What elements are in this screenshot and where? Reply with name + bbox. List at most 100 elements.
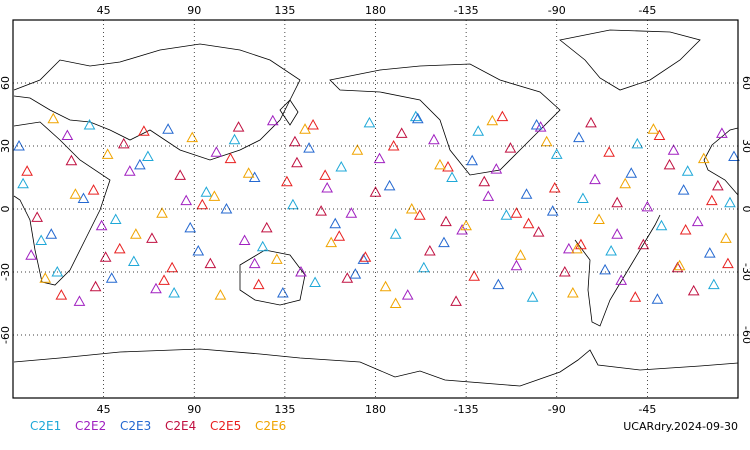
observation-marker <box>712 179 724 191</box>
observation-marker <box>724 196 736 208</box>
observation-marker <box>550 148 563 159</box>
observation-marker <box>349 268 362 279</box>
observation-marker <box>373 152 386 164</box>
observation-marker <box>65 154 78 166</box>
observation-marker <box>101 148 114 159</box>
observation-marker <box>468 270 481 281</box>
observation-marker <box>603 146 615 157</box>
observation-marker <box>210 146 223 157</box>
legend-label: C2E3 <box>120 419 151 433</box>
observation-marker <box>546 205 559 216</box>
observation-marker <box>345 207 358 218</box>
observation-marker <box>127 255 140 266</box>
observation-marker <box>679 223 692 235</box>
observation-marker <box>21 165 33 176</box>
observation-marker <box>77 192 90 203</box>
observation-marker <box>95 219 108 231</box>
x-tick-label-top: -90 <box>548 4 566 17</box>
observation-marker <box>270 253 283 264</box>
observation-marker <box>13 139 25 151</box>
observation-marker <box>248 257 261 269</box>
y-tick-label-left: -60 <box>0 326 12 344</box>
observation-marker <box>184 221 197 233</box>
observation-marker <box>180 194 193 206</box>
observation-marker <box>532 226 545 237</box>
x-tick-label-bottom: 45 <box>97 403 111 416</box>
y-tick-label-left: -30 <box>0 263 12 281</box>
observation-marker <box>228 133 241 145</box>
observation-marker <box>35 234 48 245</box>
observation-marker <box>599 263 611 275</box>
observation-marker <box>716 127 728 138</box>
observation-marker <box>413 209 426 220</box>
observation-marker <box>51 265 64 277</box>
observation-marker <box>25 249 37 260</box>
observation-marker <box>277 286 289 298</box>
observation-marker <box>667 144 680 155</box>
greenland-coast <box>559 29 701 91</box>
y-tick-label-left: 60 <box>0 76 12 90</box>
observation-marker <box>214 289 227 300</box>
observation-marker <box>460 219 472 231</box>
observation-marker <box>351 144 364 155</box>
observation-marker <box>611 228 624 239</box>
observation-marker <box>325 236 338 248</box>
observation-marker <box>530 118 543 130</box>
x-tick-label-bottom: 180 <box>365 403 386 416</box>
observation-marker <box>520 188 533 199</box>
observation-marker <box>129 228 142 239</box>
annotation: UCARdry.2024-09-30 <box>623 420 738 433</box>
observation-marker <box>593 213 605 224</box>
japan-coast <box>279 99 299 126</box>
observation-marker <box>99 251 112 262</box>
observation-marker <box>303 142 315 153</box>
observation-marker <box>424 244 436 256</box>
observation-marker <box>631 137 644 149</box>
observation-marker <box>510 259 523 271</box>
observation-marker <box>442 160 454 172</box>
observation-marker <box>482 190 495 201</box>
observation-marker <box>438 236 450 248</box>
observation-marker <box>208 190 221 201</box>
observation-marker <box>703 247 716 258</box>
observation-marker <box>321 181 334 193</box>
observation-marker <box>186 131 199 143</box>
observation-marker <box>585 116 597 128</box>
observation-marker <box>490 163 503 174</box>
x-tick-label-top: -135 <box>454 4 479 17</box>
observation-marker <box>472 125 485 136</box>
australia-coast <box>239 249 306 306</box>
observation-marker <box>146 232 158 243</box>
observation-marker <box>17 177 29 189</box>
observation-marker <box>387 139 400 151</box>
axes: 45 45 90 90 135 135 180 180 -135 -135 -90 -90 -45 -45… <box>0 4 750 416</box>
y-tick-label-right: 60 <box>740 76 750 90</box>
observation-marker <box>573 131 585 143</box>
observation-marker <box>558 265 571 277</box>
y-tick-label-right: -60 <box>740 326 750 344</box>
x-tick-label-bottom: 135 <box>274 403 295 416</box>
y-tick-label-left: 30 <box>0 139 12 153</box>
observation-marker <box>681 165 694 176</box>
antarctica-coast <box>13 348 739 387</box>
observation-marker <box>577 192 589 203</box>
observation-marker <box>105 272 118 283</box>
observation-marker <box>174 169 187 180</box>
observation-marker <box>722 257 734 269</box>
x-tick-label-bottom: -135 <box>454 403 479 416</box>
observation-marker <box>625 167 638 178</box>
observation-marker <box>450 295 462 306</box>
x-tick-label-top: 45 <box>97 4 111 17</box>
observation-marker <box>192 244 205 256</box>
observation-marker <box>83 118 96 130</box>
observation-marker <box>401 289 414 300</box>
legend: C2E1 C2E2 C2E3 C2E4 C2E5 C2E6 <box>30 419 286 433</box>
observation-marker <box>359 251 372 262</box>
observation-marker <box>707 278 720 290</box>
observation-marker <box>605 244 617 256</box>
y-tick-label-left: 0 <box>0 206 12 213</box>
observation-marker <box>720 232 732 243</box>
observations <box>13 110 740 308</box>
observation-marker <box>123 165 136 176</box>
